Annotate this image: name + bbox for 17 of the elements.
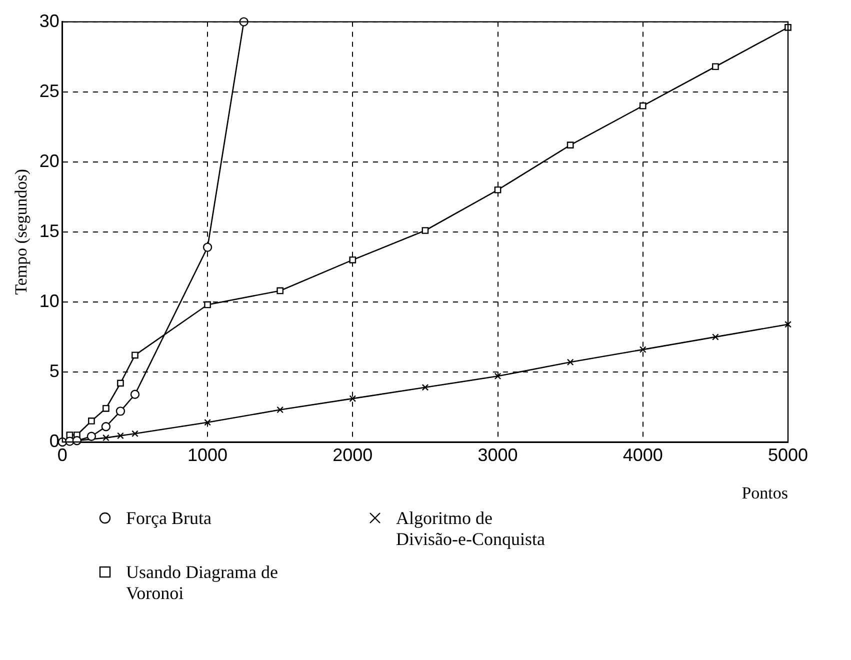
x-tick-label: 3000: [478, 444, 518, 465]
x-tick-label: 4000: [622, 444, 663, 465]
legend-label: Algoritmo de Divisão-e-Conquista: [396, 508, 546, 550]
y-tick-label: 0: [49, 430, 60, 451]
y-tick-label: 10: [39, 290, 60, 311]
x-tick-label: 5000: [768, 444, 808, 465]
y-tick-label: 5: [49, 360, 60, 381]
x-axis-title: Pontos: [742, 483, 788, 502]
legend-label: Força Bruta: [126, 508, 212, 529]
y-tick-label: 20: [39, 150, 60, 171]
y-tick-label: 25: [39, 80, 60, 101]
y-axis-title: Tempo (segundos): [12, 168, 31, 295]
legend-label: Usando Diagrama de Voronoi: [126, 562, 278, 604]
x-tick-label: 1000: [188, 444, 228, 465]
x-tick-label: 2000: [332, 444, 373, 465]
y-tick-label: 15: [39, 220, 60, 241]
y-tick-label: 30: [39, 10, 60, 31]
